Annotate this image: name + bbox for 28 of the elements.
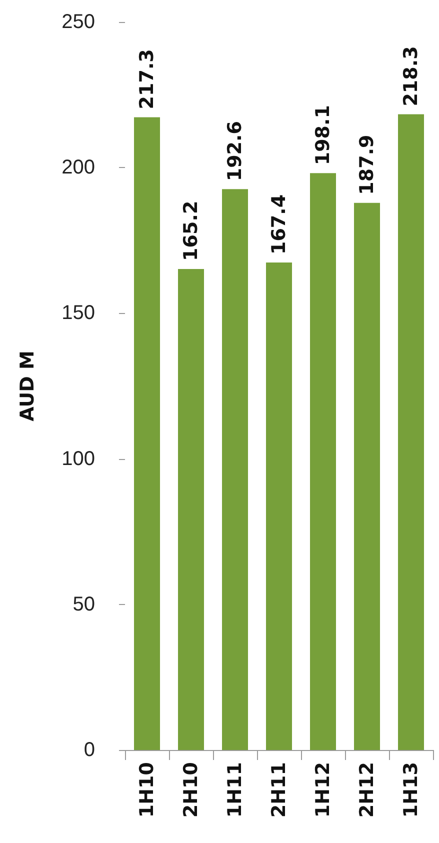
bar — [310, 173, 336, 750]
bar — [178, 268, 204, 750]
y-tick-label: 50 — [72, 593, 95, 616]
data-label: 218.3 — [400, 46, 422, 106]
data-label: 217.3 — [136, 49, 158, 110]
x-tick-label: 2H12 — [356, 762, 378, 818]
x-tick-label: 1H13 — [400, 762, 422, 818]
y-tick-label: 0 — [84, 739, 95, 761]
y-tick-label: 200 — [62, 156, 95, 179]
data-label: 198.1 — [312, 105, 334, 166]
x-tick-label: 1H11 — [224, 762, 246, 818]
y-tick-label: 150 — [62, 302, 95, 324]
x-tick-label: 2H10 — [180, 762, 202, 818]
x-tick-label: 1H10 — [136, 762, 158, 818]
y-tick-label: 100 — [62, 448, 95, 470]
y-tick-label: 250 — [62, 11, 95, 33]
bar — [134, 117, 160, 750]
y-axis-title: AUD M — [16, 350, 38, 422]
bar — [354, 202, 380, 750]
data-label: 187.9 — [356, 134, 378, 195]
bar — [222, 189, 248, 750]
data-label: 165.2 — [180, 200, 202, 261]
bar — [266, 262, 292, 750]
data-label: 192.6 — [224, 121, 246, 182]
x-tick-label: 1H12 — [312, 762, 334, 818]
data-label: 167.4 — [268, 194, 290, 255]
x-tick-label: 2H11 — [268, 762, 290, 818]
bar — [398, 114, 424, 750]
